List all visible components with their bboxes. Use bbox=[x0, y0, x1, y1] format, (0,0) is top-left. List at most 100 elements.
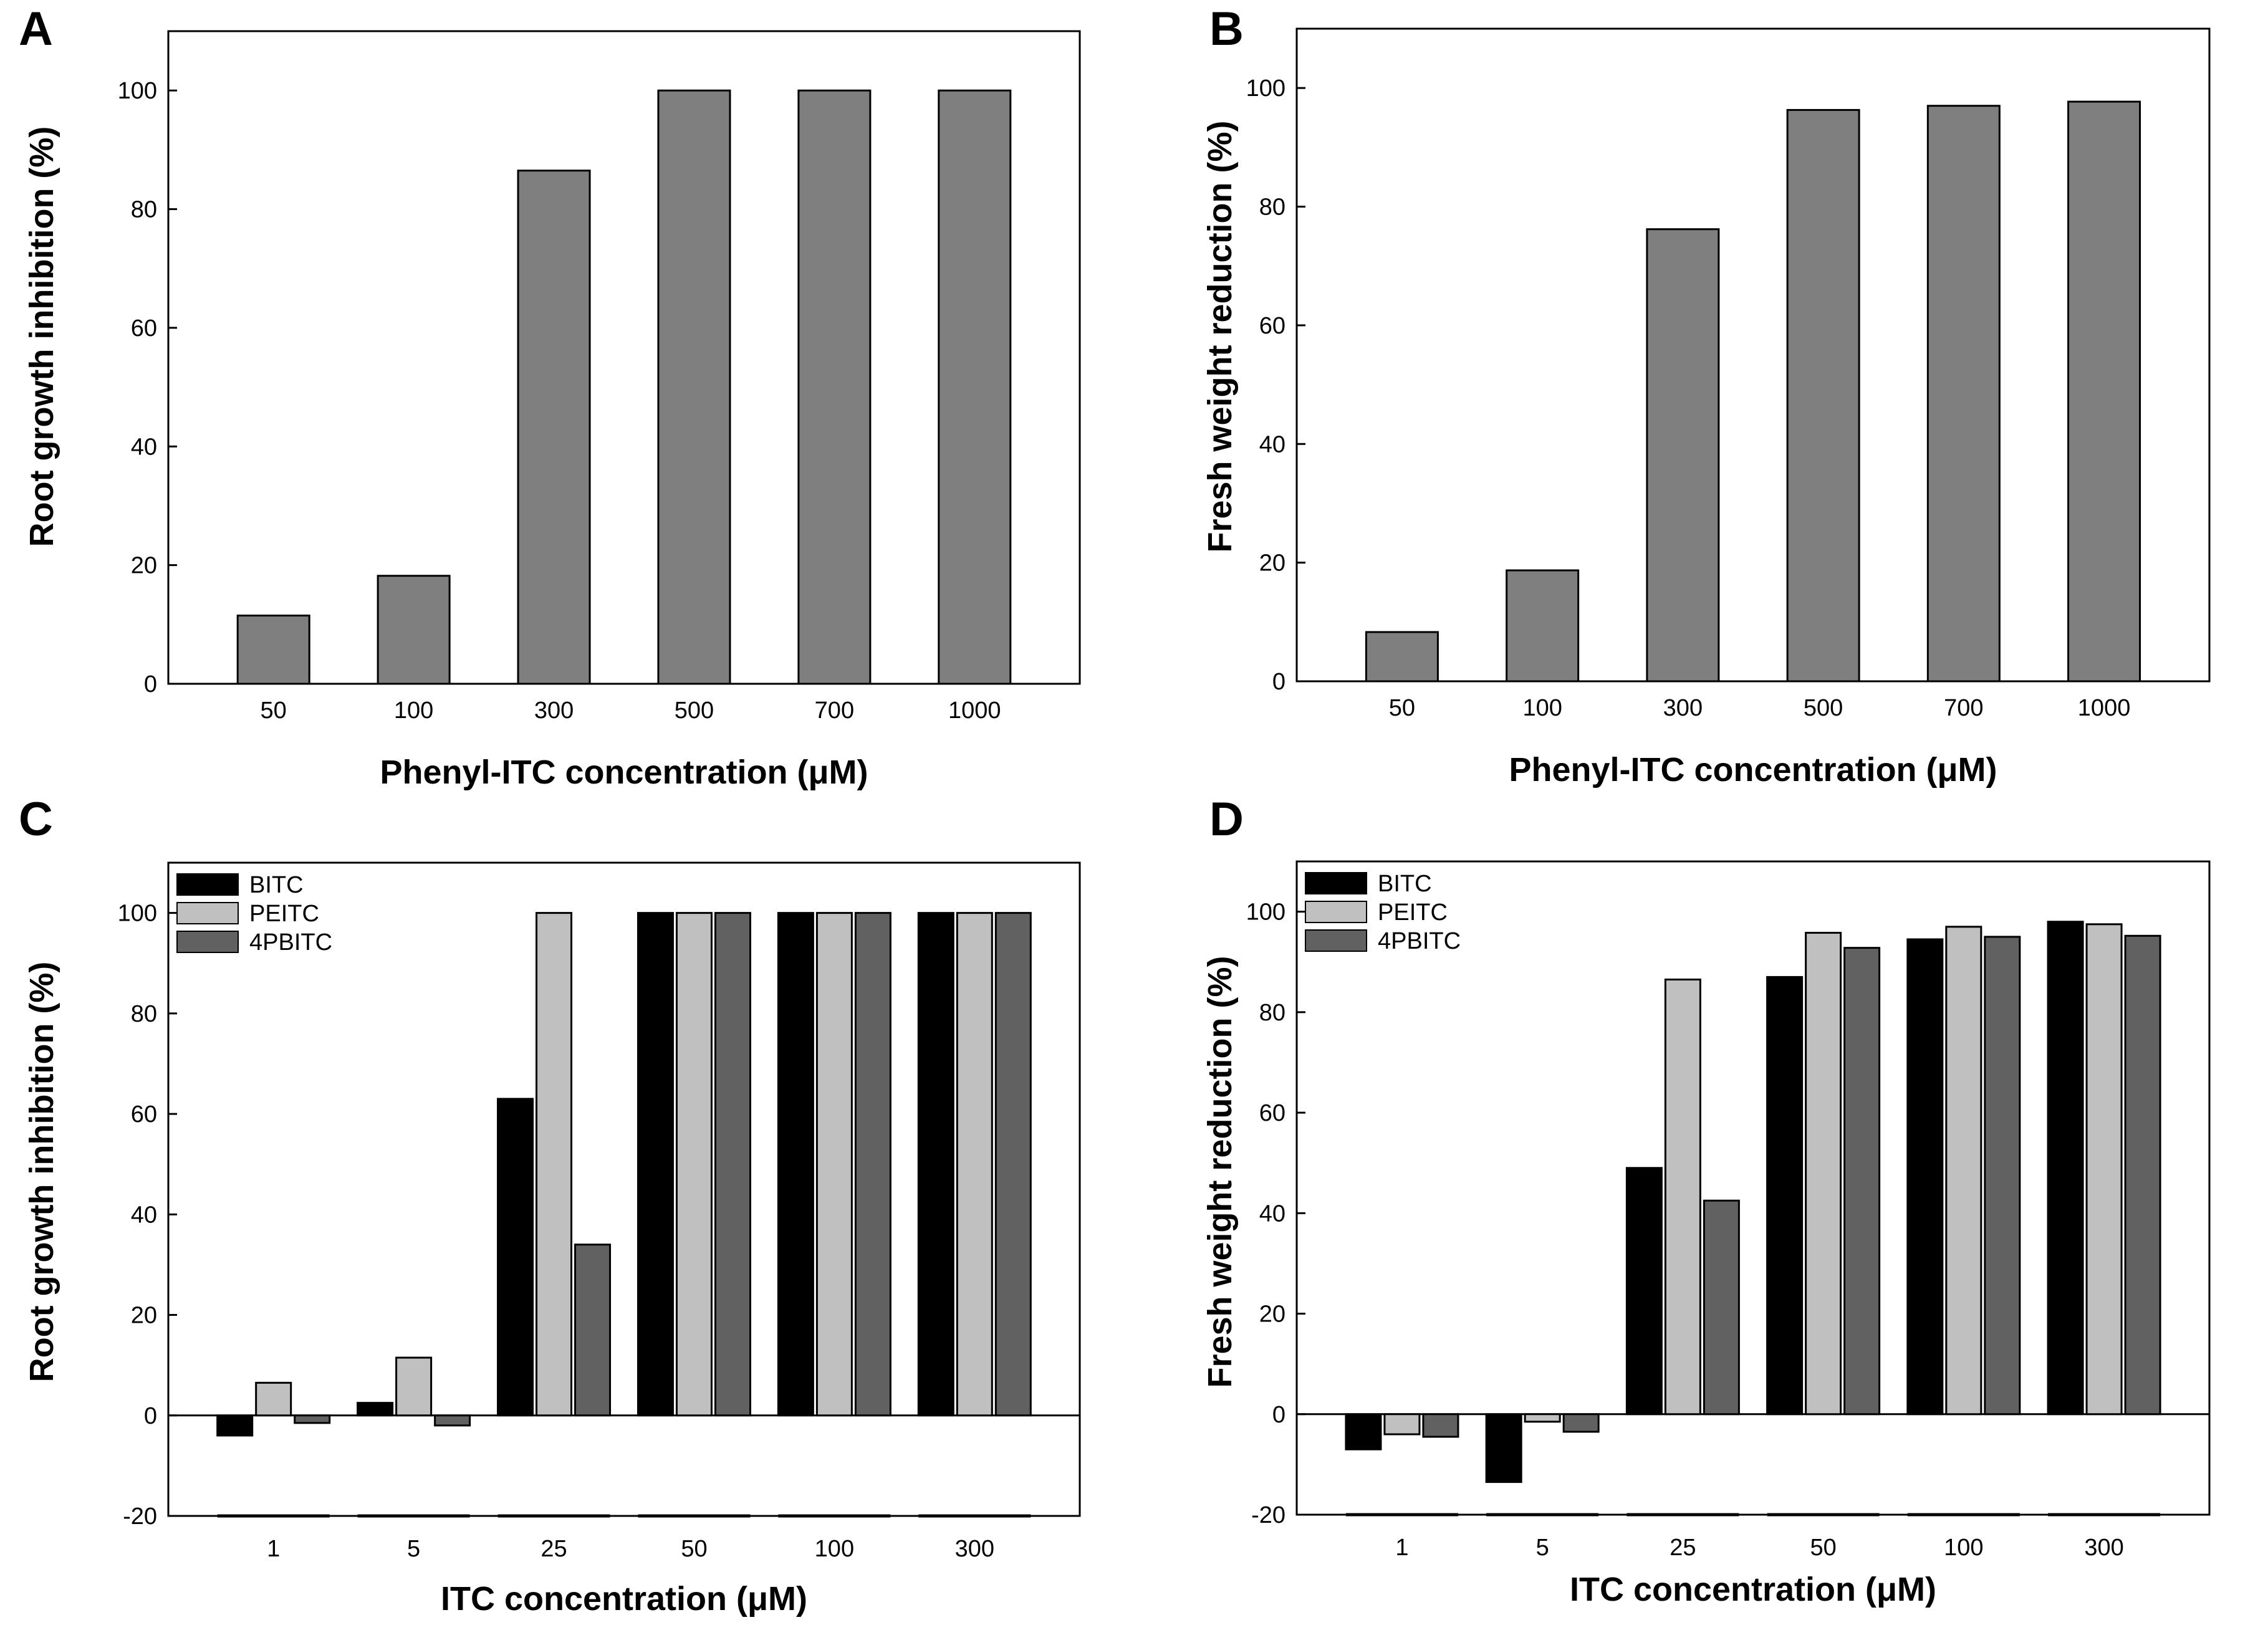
legend-swatch-bitc bbox=[1305, 872, 1367, 894]
x-tick-label: 300 bbox=[1663, 695, 1703, 721]
legend-label-peitc: PEITC bbox=[1378, 899, 1448, 926]
legend-label-peitc: PEITC bbox=[249, 901, 319, 927]
y-tick-label: 20 bbox=[1259, 1301, 1285, 1328]
y-tick-label: 100 bbox=[1246, 899, 1285, 926]
bar-peitc-50 bbox=[1805, 931, 1842, 1416]
x-tick-label: 300 bbox=[2084, 1535, 2123, 1561]
bar-1000 bbox=[2067, 100, 2141, 683]
bar-4pbitc-1 bbox=[1422, 1413, 1459, 1438]
x-tick-label: 500 bbox=[675, 697, 714, 724]
bar-4pbitc-100 bbox=[854, 912, 891, 1417]
panel-letter: C bbox=[19, 793, 53, 846]
bar-peitc-5 bbox=[395, 1356, 433, 1417]
x-axis-title: ITC concentration (μM) bbox=[441, 1580, 807, 1618]
y-tick-label: 20 bbox=[131, 1303, 157, 1329]
bar-peitc-300 bbox=[2085, 923, 2123, 1416]
bar-4pbitc-50 bbox=[714, 912, 751, 1417]
x-tick-label: 100 bbox=[1522, 695, 1562, 721]
y-tick-label: 60 bbox=[1259, 1100, 1285, 1126]
bar-50 bbox=[236, 615, 310, 685]
x-tick-label: 1 bbox=[1395, 1535, 1408, 1561]
y-axis-title: Root growth inhibition (%) bbox=[23, 127, 60, 547]
y-tick-label: 20 bbox=[1259, 550, 1285, 577]
x-axis-title: ITC concentration (μM) bbox=[1570, 1571, 1936, 1608]
legend-swatch-bitc bbox=[176, 873, 239, 896]
y-tick-label: 80 bbox=[1259, 1000, 1285, 1026]
bar-4pbitc-5 bbox=[434, 1414, 471, 1427]
x-tick-label: 50 bbox=[1810, 1535, 1836, 1561]
bar-bitc-25 bbox=[497, 1098, 534, 1417]
y-tick-label: 80 bbox=[131, 1001, 157, 1027]
bar-bitc-5 bbox=[1485, 1413, 1522, 1484]
x-tick-label: 700 bbox=[1944, 695, 1983, 721]
y-axis-title: Fresh weight reduction (%) bbox=[1201, 956, 1239, 1388]
bar-4pbitc-25 bbox=[1703, 1199, 1740, 1416]
bar-4pbitc-300 bbox=[2124, 934, 2161, 1416]
y-tick-label: 60 bbox=[1259, 313, 1285, 339]
x-tick-label: 25 bbox=[541, 1536, 567, 1562]
legend-swatch-peitc bbox=[176, 902, 239, 924]
bar-peitc-5 bbox=[1524, 1413, 1561, 1423]
x-tick-label: 500 bbox=[1804, 695, 1843, 721]
bar-100 bbox=[377, 575, 451, 685]
legend-label-4pbitc: 4PBITC bbox=[249, 929, 332, 956]
bar-peitc-1 bbox=[1383, 1413, 1421, 1436]
y-tick-label: 60 bbox=[131, 315, 157, 342]
plot-frame bbox=[167, 861, 1081, 1517]
x-tick-label: 5 bbox=[407, 1536, 420, 1562]
x-tick-label: 100 bbox=[394, 697, 433, 724]
y-tick-label: 60 bbox=[131, 1101, 157, 1128]
x-tick-label: 1 bbox=[267, 1536, 280, 1562]
x-tick-label: 50 bbox=[261, 697, 287, 724]
x-axis-title: Phenyl-ITC concentration (μM) bbox=[1509, 751, 1997, 789]
x-tick-label: 100 bbox=[815, 1536, 854, 1562]
y-axis-title: Root growth inhibition (%) bbox=[23, 962, 60, 1383]
bar-peitc-25 bbox=[536, 912, 573, 1417]
bar-700 bbox=[1926, 105, 2001, 683]
y-tick-label: -20 bbox=[123, 1503, 157, 1530]
bar-bitc-300 bbox=[917, 912, 954, 1417]
bar-bitc-100 bbox=[777, 912, 814, 1417]
x-axis-title: Phenyl-ITC concentration (μM) bbox=[380, 754, 868, 791]
bar-4pbitc-5 bbox=[1562, 1413, 1600, 1433]
y-tick-label: 40 bbox=[1259, 1201, 1285, 1227]
y-tick-label: 0 bbox=[1272, 1402, 1285, 1428]
chart-panel-a: A 0 20 40 60 80 100 50 100 300 500 700 1000 Phenyl-IT… bbox=[19, 2, 1081, 791]
panel-letter: A bbox=[19, 2, 53, 55]
bar-peitc-1 bbox=[255, 1381, 292, 1417]
bar-bitc-100 bbox=[1906, 938, 1944, 1416]
panel-letter: D bbox=[1209, 793, 1244, 846]
x-tick-label: 300 bbox=[955, 1536, 994, 1562]
bar-4pbitc-25 bbox=[574, 1244, 612, 1417]
x-tick-label: 700 bbox=[815, 697, 854, 724]
bar-bitc-50 bbox=[1766, 975, 1804, 1416]
x-tick-label: 50 bbox=[1389, 695, 1415, 721]
bar-4pbitc-50 bbox=[1843, 947, 1881, 1416]
bar-peitc-100 bbox=[815, 912, 853, 1417]
x-tick-label: 100 bbox=[1944, 1535, 1983, 1561]
bar-bitc-50 bbox=[637, 912, 674, 1417]
bar-bitc-5 bbox=[357, 1402, 394, 1417]
bar-bitc-1 bbox=[1345, 1413, 1382, 1450]
chart-panel-d: D -20 0 20 40 60 80 100 1 5 25 50 100 300 ITC concentr… bbox=[1201, 793, 2211, 1608]
bar-100 bbox=[1506, 569, 1580, 683]
y-tick-label: 0 bbox=[144, 671, 157, 697]
legend-swatch-4pbitc bbox=[176, 931, 239, 953]
y-tick-label: -20 bbox=[1251, 1502, 1285, 1528]
bar-500 bbox=[1786, 108, 1860, 683]
legend-label-bitc: BITC bbox=[249, 872, 304, 898]
x-tick-label: 25 bbox=[1670, 1535, 1696, 1561]
plot-frame bbox=[1295, 860, 2211, 1516]
legend-label-bitc: BITC bbox=[1378, 871, 1432, 897]
x-tick-label: 1000 bbox=[948, 697, 1001, 724]
bar-bitc-300 bbox=[2047, 921, 2084, 1416]
y-tick-label: 80 bbox=[1259, 194, 1285, 221]
bar-peitc-300 bbox=[956, 912, 993, 1417]
y-tick-label: 20 bbox=[131, 553, 157, 579]
bar-700 bbox=[797, 89, 872, 685]
x-tick-label: 1000 bbox=[2078, 695, 2131, 721]
x-tick-label: 50 bbox=[681, 1536, 707, 1562]
